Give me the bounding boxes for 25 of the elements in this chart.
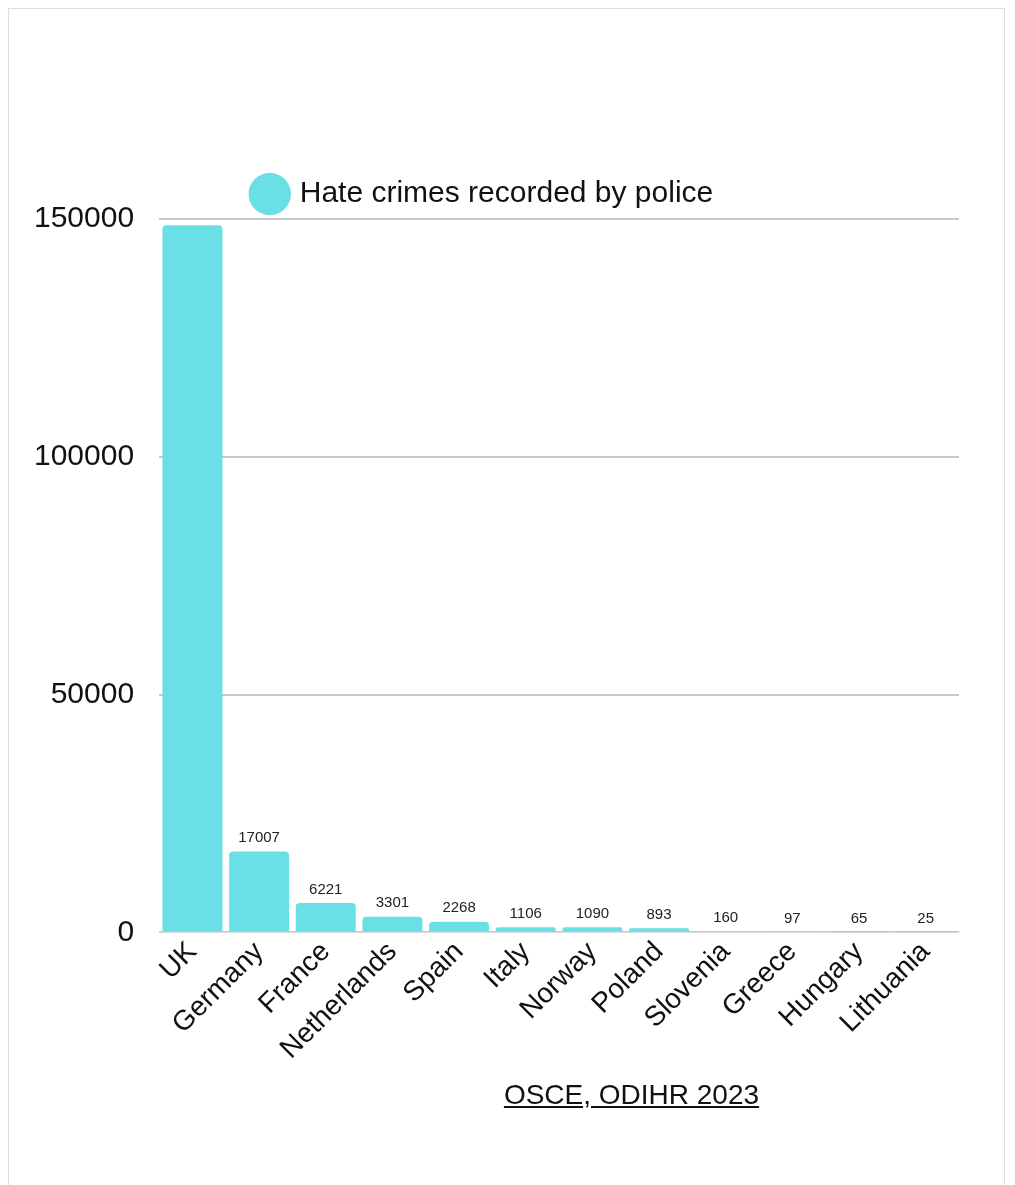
y-tick-label: 0 — [117, 913, 135, 947]
data-label: 17007 — [238, 828, 280, 846]
data-label: 65 — [850, 908, 868, 926]
data-label: 6221 — [309, 879, 343, 897]
bar — [162, 225, 223, 932]
data-label: 2268 — [442, 898, 476, 916]
bar — [629, 928, 690, 932]
y-tick-label: 150000 — [34, 200, 135, 234]
bar — [429, 921, 490, 932]
data-label: 25 — [917, 909, 935, 927]
y-tick-label: 100000 — [34, 438, 135, 472]
data-label: 97 — [784, 908, 801, 926]
legend-label: Hate crimes recorded by police — [299, 175, 714, 209]
text: OSCE, ODIHR 2023 — [502, 1079, 761, 1111]
data-label: 1106 — [509, 903, 542, 921]
bar — [495, 927, 556, 932]
bar — [229, 851, 290, 932]
bar — [562, 927, 623, 932]
data-label: 160 — [713, 908, 739, 926]
bar — [295, 902, 356, 932]
bar — [362, 916, 423, 932]
data-label: 893 — [646, 904, 672, 922]
data-label: 3301 — [375, 893, 410, 911]
data-label: 1090 — [575, 903, 610, 921]
y-tick-label: 50000 — [50, 675, 135, 709]
